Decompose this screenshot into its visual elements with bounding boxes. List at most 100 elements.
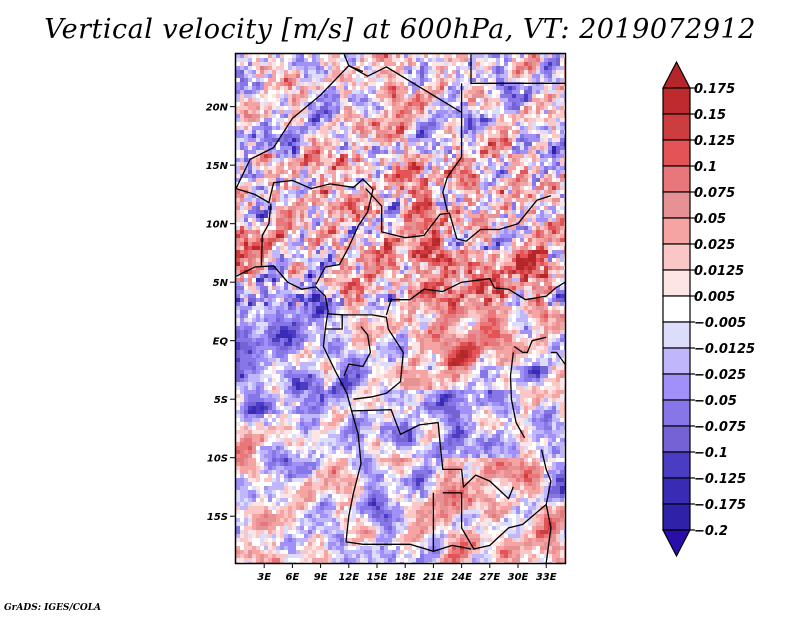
field-cell [456,74,460,78]
field-cell [260,266,264,270]
field-cell [384,62,388,66]
field-cell [360,82,364,86]
field-cell [424,82,428,86]
field-cell [484,194,488,198]
field-cell [428,222,432,226]
field-cell [424,234,428,238]
field-cell [440,126,444,130]
field-cell [444,194,448,198]
field-cell [464,178,468,182]
field-cell [288,114,292,118]
field-cell [360,290,364,294]
field-cell [536,90,540,94]
field-cell [488,186,492,190]
field-cell [544,278,548,282]
field-cell [348,174,352,178]
field-cell [504,150,508,154]
field-cell [452,246,456,250]
field-cell [408,146,412,150]
field-cell [536,114,540,118]
field-cell [508,254,512,258]
field-cell [536,206,540,210]
field-cell [308,226,312,230]
field-cell [428,278,432,282]
field-cell [252,90,256,94]
field-cell [496,114,500,118]
field-cell [556,106,560,110]
field-cell [352,230,356,234]
field-cell [256,54,260,58]
field-cell [340,190,344,194]
field-cell [284,54,288,58]
field-cell [432,114,436,118]
field-cell [496,254,500,258]
field-cell [400,198,404,202]
field-cell [556,90,560,94]
field-cell [516,246,520,250]
field-cell [456,178,460,182]
field-cell [512,66,516,70]
field-cell [468,178,472,182]
field-cell [352,126,356,130]
field-cell [308,218,312,222]
field-cell [484,190,488,194]
field-cell [544,198,548,202]
field-cell [308,222,312,226]
field-cell [420,218,424,222]
field-cell [284,138,288,142]
field-cell [400,118,404,122]
field-cell [292,166,296,170]
field-cell [448,274,452,278]
field-cell [548,282,552,286]
field-cell [264,258,268,262]
field-cell [408,114,412,118]
field-cell [396,154,400,158]
field-cell [392,158,396,162]
field-cell [552,242,556,246]
field-cell [548,118,552,122]
field-cell [540,154,544,158]
field-cell [260,118,264,122]
field-cell [416,214,420,218]
field-cell [500,230,504,234]
field-cell [332,90,336,94]
field-cell [364,206,368,210]
field-cell [544,78,548,82]
field-cell [492,214,496,218]
field-cell [256,282,260,286]
field-cell [324,254,328,258]
field-cell [284,170,288,174]
field-cell [400,178,404,182]
field-cell [348,178,352,182]
field-cell [448,270,452,274]
field-cell [548,250,552,254]
field-cell [276,70,280,74]
field-cell [508,98,512,102]
field-cell [472,214,476,218]
field-cell [464,78,468,82]
field-cell [540,286,544,290]
field-cell [448,178,452,182]
field-cell [456,94,460,98]
field-cell [280,182,284,186]
field-cell [532,250,536,254]
field-cell [244,62,248,66]
field-cell [312,206,316,210]
field-cell [340,110,344,114]
field-cell [244,218,248,222]
field-cell [376,290,380,294]
field-cell [296,166,300,170]
field-cell [560,130,564,134]
field-cell [528,114,532,118]
field-cell [368,146,372,150]
field-cell [364,110,368,114]
field-cell [352,110,356,114]
field-cell [248,186,252,190]
field-cell [356,254,360,258]
field-cell [392,242,396,246]
field-cell [536,118,540,122]
field-cell [372,122,376,126]
field-cell [312,154,316,158]
field-cell [288,234,292,238]
field-cell [364,54,368,58]
